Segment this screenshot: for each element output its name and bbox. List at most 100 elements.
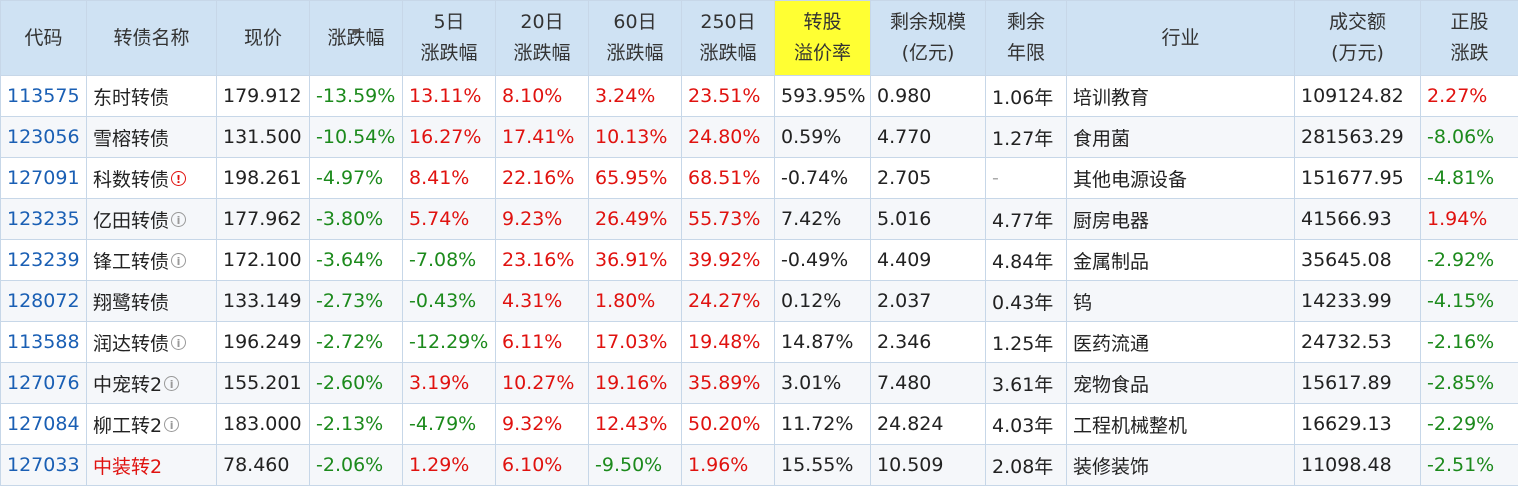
- header-price[interactable]: 现价: [216, 0, 310, 76]
- header-chg250[interactable]: 250日 涨跌幅: [681, 0, 775, 76]
- cell-premium: -0.49%: [774, 239, 871, 281]
- table-row[interactable]: 127084 柳工转2 i 183.000 -2.13% -4.79% 9.32% 12.43…: [0, 403, 1518, 445]
- cell-chg250: 39.92%: [681, 239, 775, 281]
- cell-code[interactable]: 123056: [0, 116, 87, 158]
- sort-indicator: 涨跌幅: [327, 23, 384, 54]
- bond-name-text: 翔鹭转债: [93, 291, 170, 314]
- cell-chg5: 13.11%: [402, 75, 496, 117]
- cell-code[interactable]: 127084: [0, 403, 87, 445]
- table-row[interactable]: 128072 翔鹭转债 133.149 -2.73% -0.43% 4.31% 1.80% 2…: [0, 280, 1518, 322]
- cell-name[interactable]: 雪榕转债: [86, 116, 217, 158]
- cell-size: 7.480: [870, 362, 986, 404]
- cell-years: 0.43年: [985, 280, 1067, 322]
- cell-chg: -2.13%: [309, 403, 403, 445]
- table-row[interactable]: 127076 中宠转2 i 155.201 -2.60% 3.19% 10.27% 19.16…: [0, 362, 1518, 404]
- header-chg5[interactable]: 5日 涨跌幅: [402, 0, 496, 76]
- header-name[interactable]: 转债名称: [86, 0, 217, 76]
- table-row[interactable]: 127033 中装转2 78.460 -2.06% 1.29% 6.10% -9.50% 1.…: [0, 444, 1518, 486]
- cell-size: 10.509: [870, 444, 986, 486]
- info-icon[interactable]: i: [164, 416, 180, 432]
- header-chg[interactable]: 涨跌幅: [309, 0, 403, 76]
- cell-name[interactable]: 锋工转债 i: [86, 239, 217, 281]
- cell-name[interactable]: 润达转债 i: [86, 321, 217, 363]
- cell-years: 2.08年: [985, 444, 1067, 486]
- cell-volume: 14233.99: [1294, 280, 1421, 322]
- cell-code[interactable]: 113575: [0, 75, 87, 117]
- cell-chg250: 23.51%: [681, 75, 775, 117]
- header-premium[interactable]: 转股 溢价率: [774, 0, 871, 76]
- cell-premium: -0.74%: [774, 157, 871, 199]
- cell-chg5: -12.29%: [402, 321, 496, 363]
- cell-price: 179.912: [216, 75, 310, 117]
- info-icon[interactable]: i: [171, 211, 187, 227]
- cell-chg5: 3.19%: [402, 362, 496, 404]
- header-years[interactable]: 剩余 年限: [985, 0, 1067, 76]
- cell-premium: 3.01%: [774, 362, 871, 404]
- cell-chg5: -4.79%: [402, 403, 496, 445]
- cell-chg60: 3.24%: [588, 75, 682, 117]
- cell-name[interactable]: 东时转债: [86, 75, 217, 117]
- cell-price: 133.149: [216, 280, 310, 322]
- cell-code[interactable]: 128072: [0, 280, 87, 322]
- bond-name-text: 锋工转债: [93, 250, 170, 273]
- warning-icon[interactable]: !: [171, 170, 187, 186]
- cell-chg: -13.59%: [309, 75, 403, 117]
- table-row[interactable]: 123239 锋工转债 i 172.100 -3.64% -7.08% 23.16% 36.9…: [0, 239, 1518, 281]
- bond-name: 中宠转2 i: [93, 370, 216, 397]
- info-icon[interactable]: i: [171, 334, 187, 350]
- cell-code[interactable]: 113588: [0, 321, 87, 363]
- bond-name: 翔鹭转债: [93, 288, 216, 315]
- bond-name: 东时转债: [93, 83, 216, 110]
- table-row[interactable]: 123235 亿田转债 i 177.962 -3.80% 5.74% 9.23% 26.49%…: [0, 198, 1518, 240]
- cell-code[interactable]: 123235: [0, 198, 87, 240]
- cell-name[interactable]: 中宠转2 i: [86, 362, 217, 404]
- cell-code[interactable]: 127033: [0, 444, 87, 486]
- header-code[interactable]: 代码: [0, 0, 87, 76]
- cell-name[interactable]: 科数转债!: [86, 157, 217, 199]
- cell-years: 4.77年: [985, 198, 1067, 240]
- cell-chg250: 68.51%: [681, 157, 775, 199]
- cell-chg20: 8.10%: [495, 75, 589, 117]
- cell-volume: 11098.48: [1294, 444, 1421, 486]
- table-row[interactable]: 113575 东时转债 179.912 -13.59% 13.11% 8.10% 3.24%…: [0, 75, 1518, 117]
- cell-name[interactable]: 中装转2: [86, 444, 217, 486]
- cell-code[interactable]: 123239: [0, 239, 87, 281]
- cell-chg60: 19.16%: [588, 362, 682, 404]
- cell-industry: 钨: [1066, 280, 1295, 322]
- cell-chg60: 65.95%: [588, 157, 682, 199]
- cell-name[interactable]: 柳工转2 i: [86, 403, 217, 445]
- cell-chg: -10.54%: [309, 116, 403, 158]
- info-icon[interactable]: i: [164, 375, 180, 391]
- cell-code[interactable]: 127076: [0, 362, 87, 404]
- table-row[interactable]: 113588 润达转债 i 196.249 -2.72% -12.29% 6.11% 17.0…: [0, 321, 1518, 363]
- table-body: 113575 东时转债 179.912 -13.59% 13.11% 8.10% 3.24%…: [0, 75, 1518, 486]
- cell-chg: -2.60%: [309, 362, 403, 404]
- cell-volume: 41566.93: [1294, 198, 1421, 240]
- header-chg20[interactable]: 20日 涨跌幅: [495, 0, 589, 76]
- header-chg60[interactable]: 60日 涨跌幅: [588, 0, 682, 76]
- cell-years: 3.61年: [985, 362, 1067, 404]
- cell-name[interactable]: 亿田转债 i: [86, 198, 217, 240]
- cell-volume: 281563.29: [1294, 116, 1421, 158]
- cell-stock: -8.06%: [1420, 116, 1518, 158]
- cell-size: 0.980: [870, 75, 986, 117]
- header-size[interactable]: 剩余规模 (亿元): [870, 0, 986, 76]
- info-icon[interactable]: i: [171, 252, 187, 268]
- cell-size: 2.037: [870, 280, 986, 322]
- cell-premium: 593.95%: [774, 75, 871, 117]
- header-stock[interactable]: 正股 涨跌: [1420, 0, 1518, 76]
- header-industry[interactable]: 行业: [1066, 0, 1295, 76]
- cell-name[interactable]: 翔鹭转债: [86, 280, 217, 322]
- cell-industry: 金属制品: [1066, 239, 1295, 281]
- table-row[interactable]: 123056 雪榕转债 131.500 -10.54% 16.27% 17.41% 10.1…: [0, 116, 1518, 158]
- table-row[interactable]: 127091 科数转债! 198.261 -4.97% 8.41% 22.16% 65.95…: [0, 157, 1518, 199]
- bond-name-text: 柳工转2: [93, 414, 163, 437]
- header-volume[interactable]: 成交额 (万元): [1294, 0, 1421, 76]
- cell-size: 5.016: [870, 198, 986, 240]
- cell-chg20: 6.11%: [495, 321, 589, 363]
- cell-premium: 11.72%: [774, 403, 871, 445]
- cell-stock: 2.27%: [1420, 75, 1518, 117]
- cell-code[interactable]: 127091: [0, 157, 87, 199]
- cell-size: 2.346: [870, 321, 986, 363]
